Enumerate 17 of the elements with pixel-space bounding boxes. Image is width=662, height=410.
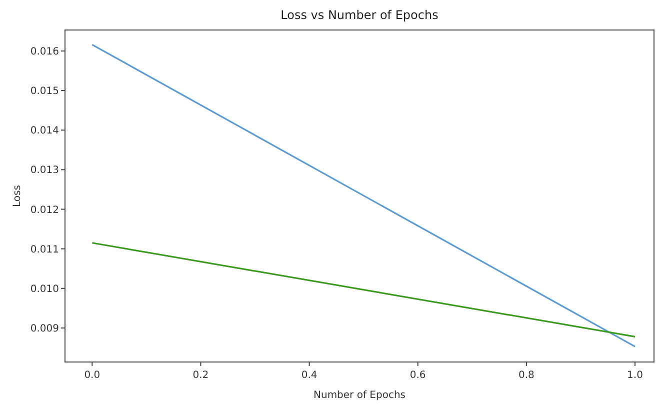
y-tick-label: 0.011 (30, 244, 59, 256)
x-tick-label: 0.0 (84, 370, 100, 381)
y-tick-label: 0.009 (30, 323, 59, 334)
y-tick-label: 0.014 (30, 126, 59, 137)
x-tick-label: 0.6 (410, 370, 426, 381)
x-tick-label: 0.8 (518, 370, 534, 381)
x-tick-label: 0.4 (301, 370, 318, 381)
chart-title: Loss vs Number of Epochs (280, 8, 438, 22)
x-tick-label: 0.2 (192, 370, 209, 381)
y-tick-label: 0.013 (30, 165, 59, 176)
y-tick-label: 0.010 (30, 284, 59, 295)
y-tick-label: 0.016 (30, 46, 59, 58)
y-tick-label: 0.012 (30, 204, 59, 216)
x-axis-title: Number of Epochs (314, 390, 406, 401)
y-tick-label: 0.015 (30, 86, 59, 98)
y-axis-title: Loss (12, 185, 23, 207)
x-tick-label: 1.0 (627, 370, 643, 381)
